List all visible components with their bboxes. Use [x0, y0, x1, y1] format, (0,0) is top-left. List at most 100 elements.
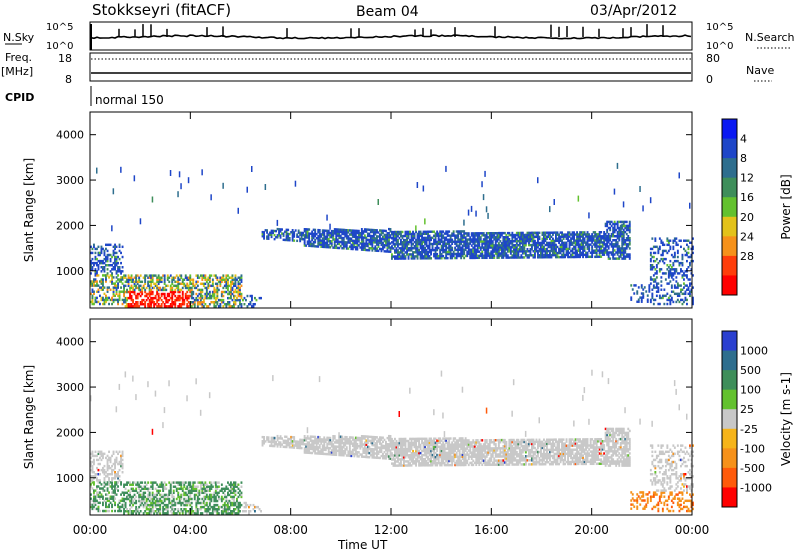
data-cell [135, 274, 138, 277]
data-cell [621, 251, 624, 254]
data-cell [415, 242, 417, 246]
data-cell [494, 236, 497, 239]
data-cell [308, 238, 311, 241]
data-cell [144, 487, 147, 491]
data-cell [296, 235, 299, 238]
data-cell [478, 244, 481, 247]
data-cell [437, 254, 440, 258]
data-cell [672, 264, 675, 267]
data-cell [537, 250, 539, 253]
data-cell [493, 238, 496, 241]
data-cell [654, 245, 657, 249]
data-cell [544, 235, 547, 239]
data-cell [591, 255, 594, 259]
data-cell [102, 487, 104, 490]
data-cell [279, 437, 282, 440]
data-cell [511, 242, 514, 245]
data-cell [666, 264, 669, 267]
data-cell [306, 228, 309, 231]
data-cell [297, 446, 300, 450]
data-cell [345, 243, 348, 246]
data-cell [350, 233, 353, 236]
data-cell [657, 282, 660, 285]
data-cell [490, 254, 493, 257]
data-cell [552, 231, 554, 234]
data-cell [360, 240, 363, 243]
data-cell [654, 278, 657, 281]
data-cell [583, 245, 586, 248]
data-cell [123, 290, 125, 294]
data-cell [415, 247, 417, 250]
data-cell [171, 286, 174, 290]
data-cell [177, 298, 180, 302]
data-cell [329, 242, 332, 245]
data-cell [178, 171, 181, 178]
data-cell [293, 438, 296, 441]
data-cell [407, 232, 410, 236]
data-cell [108, 483, 110, 486]
data-cell [356, 242, 359, 245]
data-cell [222, 497, 225, 501]
data-cell [601, 243, 604, 246]
data-cell [105, 300, 107, 304]
data-cell [157, 292, 160, 296]
data-cell [175, 286, 178, 290]
data-cell [233, 278, 235, 281]
data-cell [189, 294, 192, 298]
data-cell [243, 303, 246, 306]
data-cell [424, 253, 426, 256]
data-cell [323, 442, 326, 445]
data-cell [591, 237, 594, 240]
data-cell [365, 244, 368, 248]
data-cell [211, 505, 214, 509]
data-cell [202, 501, 205, 505]
data-cell [496, 248, 499, 251]
data-cell [347, 235, 350, 238]
data-cell [239, 303, 241, 306]
data-cell [359, 246, 362, 249]
data-cell [124, 497, 127, 501]
data-cell [630, 284, 633, 287]
data-cell [220, 294, 223, 298]
data-cell [108, 499, 110, 503]
data-cell [234, 303, 237, 306]
data-cell [102, 454, 104, 458]
data-cell [112, 188, 115, 195]
data-cell [275, 236, 277, 239]
data-cell [377, 239, 380, 242]
data-cell [339, 240, 342, 244]
data-cell [309, 439, 312, 442]
data-cell [610, 251, 613, 254]
data-cell [91, 302, 94, 306]
data-cell [208, 501, 211, 505]
data-cell [144, 290, 147, 294]
data-cell [228, 292, 231, 296]
data-cell [440, 236, 443, 239]
data-cell [263, 235, 265, 238]
data-cell [314, 232, 317, 236]
data-cell [431, 230, 434, 233]
data-cell [124, 505, 127, 509]
data-cell [102, 286, 104, 289]
data-cell [205, 280, 208, 284]
data-cell [190, 301, 193, 304]
data-cell [457, 238, 460, 241]
data-cell [493, 236, 496, 239]
data-cell [315, 446, 318, 449]
colorbar-swatch [722, 255, 737, 276]
data-cell [686, 288, 688, 291]
data-cell [457, 246, 460, 250]
data-cell [157, 497, 160, 501]
data-cell [683, 286, 685, 289]
data-cell [124, 301, 127, 304]
data-cell [428, 240, 431, 244]
data-cell [308, 451, 311, 455]
data-cell [437, 232, 440, 235]
data-cell [302, 238, 305, 241]
data-cell [103, 452, 106, 456]
data-cell [543, 245, 545, 249]
data-cell [141, 487, 144, 491]
data-cell [151, 290, 154, 294]
data-cell [667, 298, 670, 302]
data-cell [141, 495, 144, 499]
